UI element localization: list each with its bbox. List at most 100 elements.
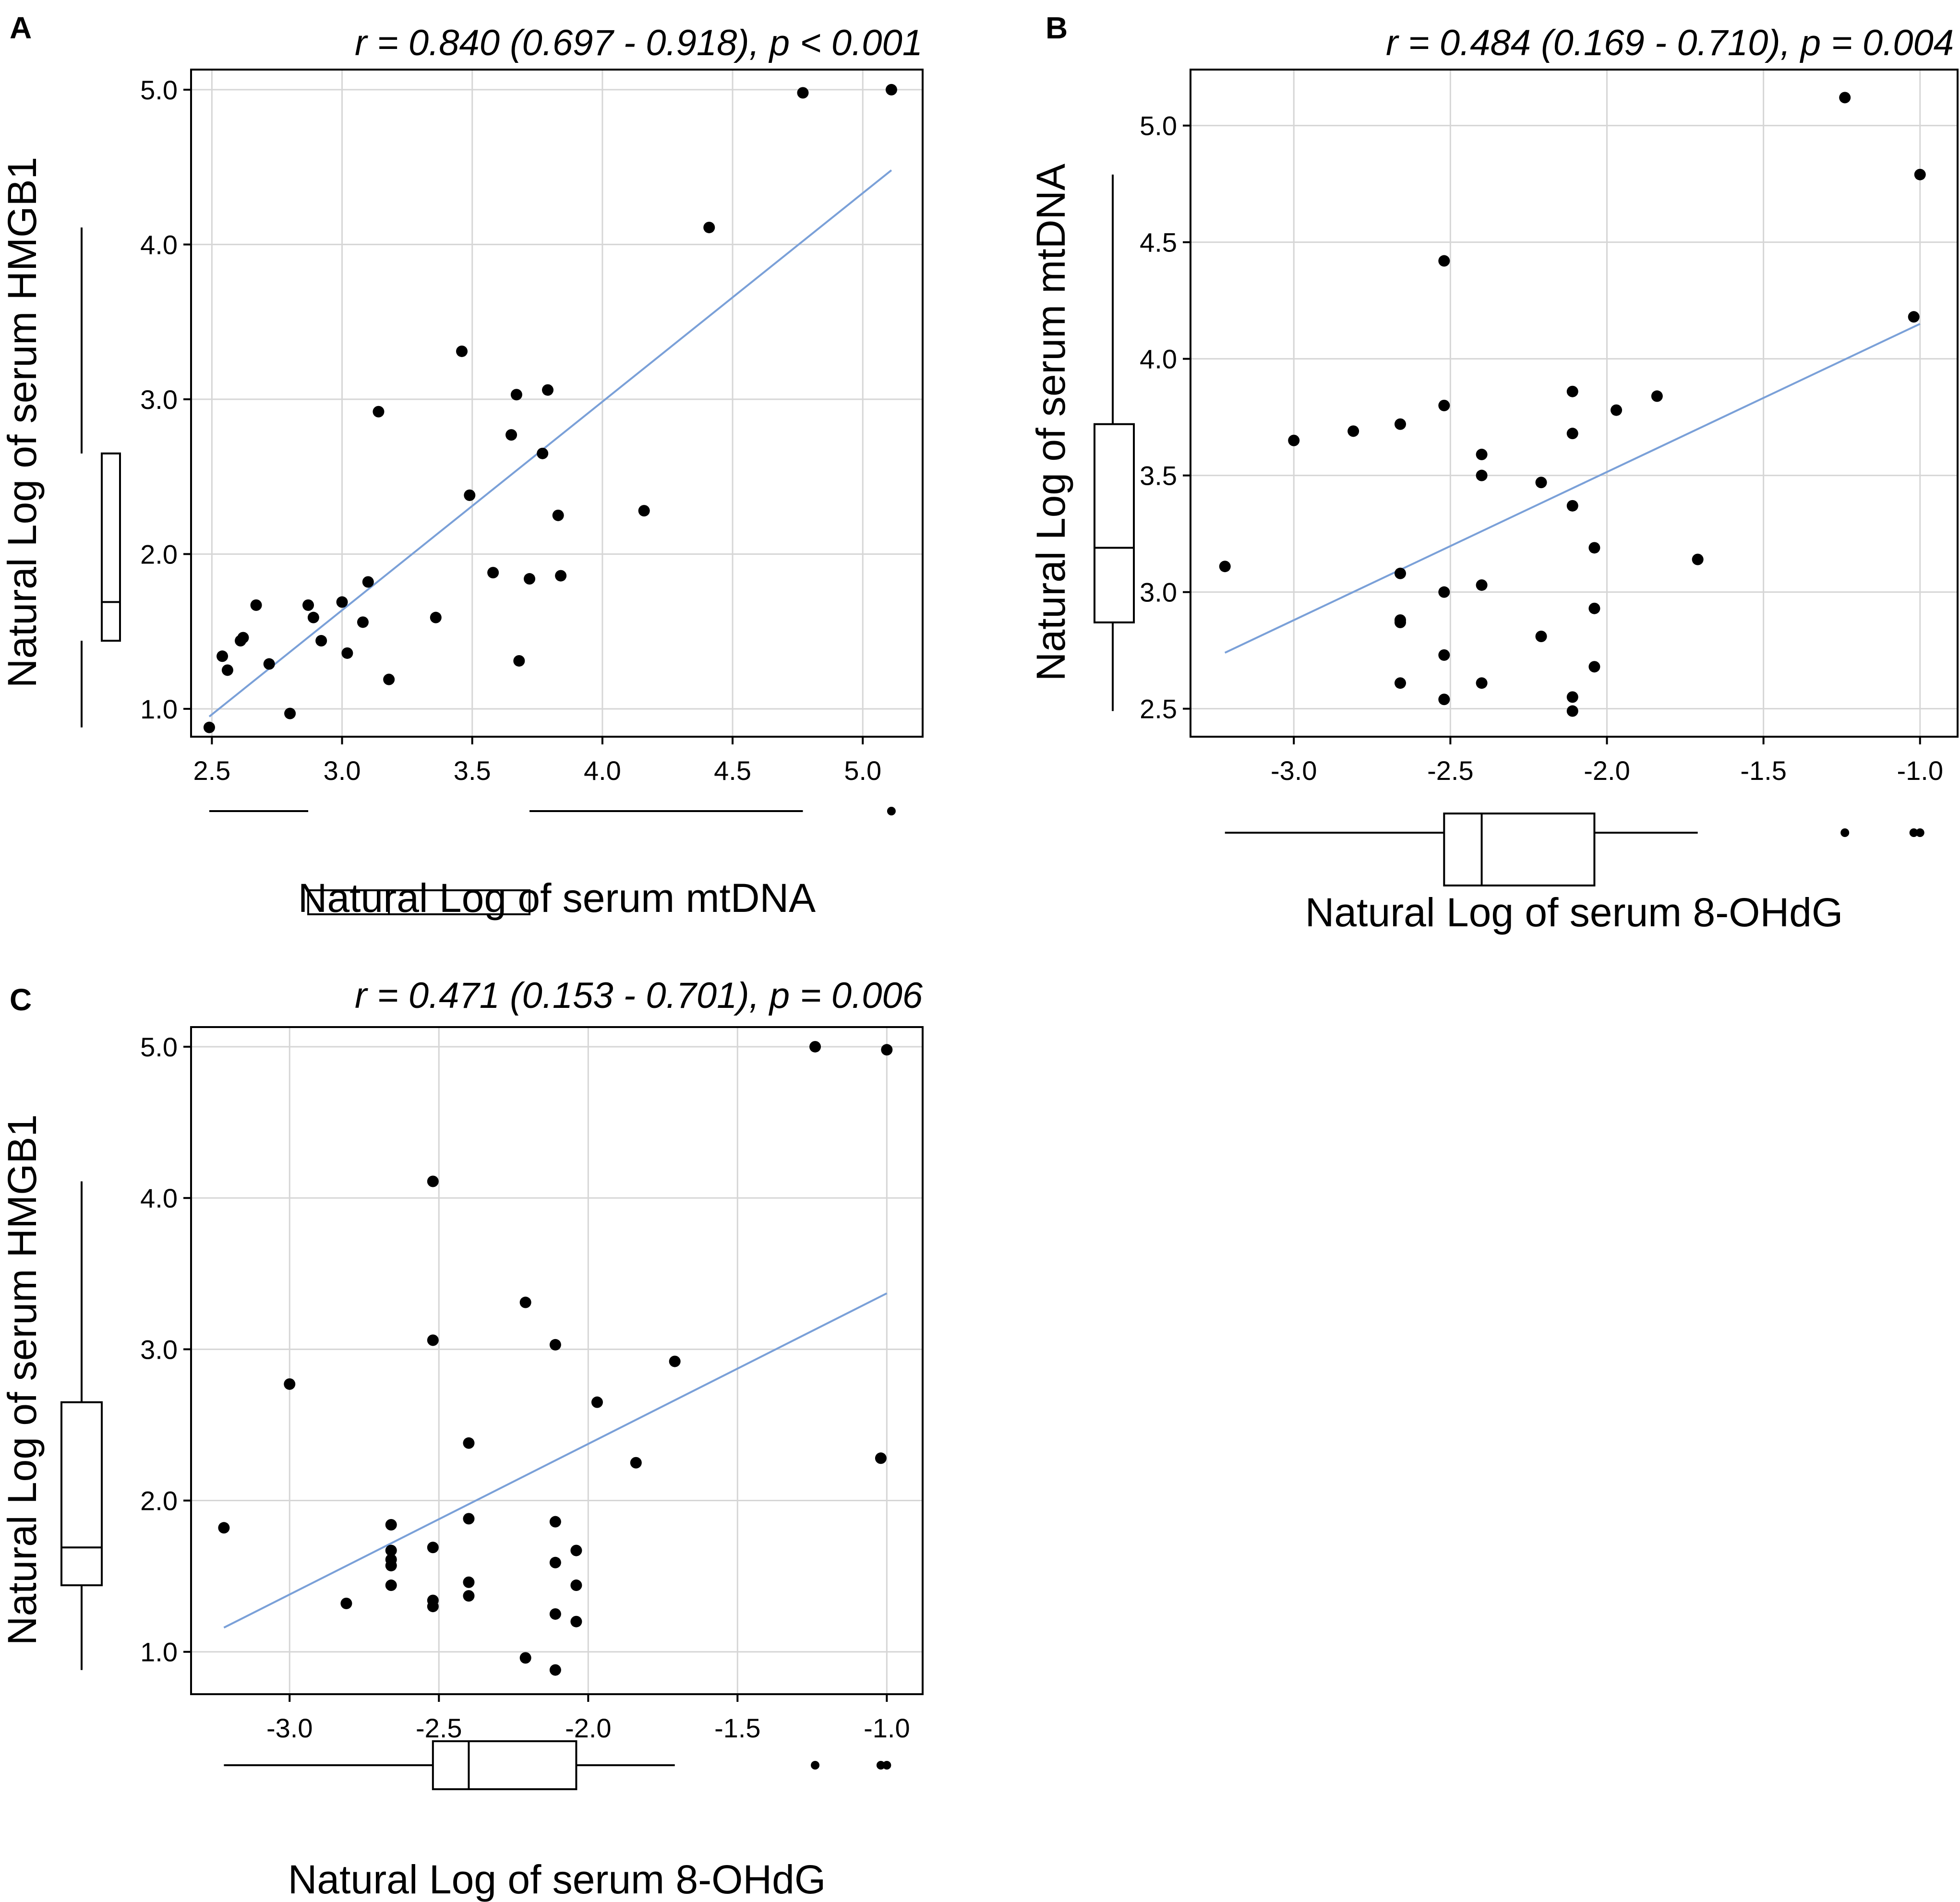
data-point: [1566, 385, 1578, 397]
y-tick-label: 4.0: [140, 1183, 178, 1213]
data-point: [203, 721, 215, 733]
data-point: [570, 1579, 582, 1591]
data-point: [1219, 561, 1231, 573]
data-point: [373, 406, 385, 418]
data-point: [1395, 616, 1407, 628]
data-point: [1588, 542, 1600, 554]
data-point: [881, 1044, 893, 1056]
data-point: [797, 87, 809, 99]
data-point: [427, 1542, 439, 1554]
data-point: [1395, 567, 1407, 579]
box-iqr: [1094, 423, 1135, 623]
data-point: [537, 447, 549, 459]
data-point: [1347, 425, 1359, 437]
x-tick-label: -2.0: [565, 1713, 612, 1743]
y-tick-label: 4.0: [1140, 344, 1177, 374]
data-point: [549, 1608, 561, 1620]
data-point: [549, 1516, 561, 1528]
x-tick-label: -3.0: [1271, 755, 1317, 786]
plot-frame: [1190, 69, 1959, 738]
data-point: [1588, 661, 1600, 673]
regression-line: [1224, 323, 1921, 654]
data-point: [430, 611, 442, 623]
data-point: [1395, 677, 1407, 689]
data-point: [307, 611, 319, 623]
data-point: [427, 1175, 439, 1187]
data-point: [1588, 602, 1600, 614]
x-tick-label: -3.0: [266, 1713, 313, 1743]
y-tick-label: 3.0: [1140, 577, 1177, 608]
data-point: [549, 1664, 561, 1676]
panel-letter: C: [10, 982, 32, 1017]
data-point: [703, 221, 715, 233]
data-point: [549, 1339, 561, 1351]
data-point: [1566, 428, 1578, 440]
data-point: [510, 389, 522, 401]
data-point: [284, 1378, 296, 1390]
x-tick-label: -1.5: [714, 1713, 761, 1743]
data-point: [555, 570, 567, 582]
data-point: [263, 658, 275, 670]
data-point: [1535, 631, 1547, 643]
data-point: [385, 1519, 397, 1531]
y-marginal-boxplot: [81, 227, 121, 728]
x-tick-label: 3.0: [324, 755, 361, 786]
correlation-stat: r = 0.471 (0.153 - 0.701), p = 0.006: [355, 975, 923, 1016]
data-point: [487, 567, 499, 579]
data-point: [513, 655, 525, 667]
data-point: [1476, 448, 1488, 460]
panel-b: -3.0 -2.5 -2.0 -1.5 -1.0 2.5 3.0 3.5 4.0 4.5 5.0 Na…: [1028, 11, 1959, 935]
box-outlier: [1840, 828, 1850, 837]
x-tick-label: 2.5: [193, 755, 230, 786]
data-point: [463, 1513, 475, 1525]
y-tick-label: 5.0: [1140, 111, 1177, 141]
data-point: [519, 1296, 531, 1308]
data-point: [630, 1457, 642, 1469]
data-point: [427, 1334, 439, 1346]
data-point: [591, 1396, 603, 1408]
data-point: [519, 1652, 531, 1664]
y-tick-label: 4.0: [140, 229, 178, 260]
correlation-stat: r = 0.484 (0.169 - 0.710), p = 0.004: [1386, 23, 1954, 63]
box-outlier: [876, 1761, 885, 1770]
data-point: [1476, 677, 1488, 689]
data-point: [336, 596, 348, 608]
y-marginal-boxplot: [60, 1181, 103, 1670]
data-point: [302, 599, 314, 611]
data-point: [524, 573, 536, 585]
data-point: [1438, 694, 1450, 706]
box-outlier: [1915, 828, 1924, 837]
y-tick-label: 2.0: [140, 1486, 178, 1516]
data-point: [809, 1041, 821, 1053]
data-point: [385, 1544, 397, 1556]
panel-letter: B: [1046, 11, 1068, 45]
data-point: [464, 489, 476, 501]
y-tick-label: 2.0: [140, 539, 178, 569]
x-tick-label: 4.0: [584, 755, 621, 786]
x-tick-label: -2.5: [1427, 755, 1474, 786]
plot-frame: [190, 1026, 924, 1695]
data-point: [284, 707, 296, 719]
data-point: [542, 384, 554, 396]
data-point: [1438, 399, 1450, 411]
data-point: [1692, 553, 1704, 565]
data-point: [362, 576, 374, 588]
box-outlier: [887, 807, 896, 815]
data-point: [570, 1615, 582, 1627]
data-point: [385, 1560, 397, 1572]
y-tick-label: 3.5: [1140, 461, 1177, 491]
x-tick-label: -1.0: [864, 1713, 910, 1743]
data-point: [1476, 469, 1488, 481]
y-tick-label: 1.0: [140, 1637, 178, 1667]
data-point: [357, 616, 369, 628]
data-point: [638, 505, 650, 517]
x-marginal-boxplot: [224, 1740, 891, 1790]
data-point: [1438, 649, 1450, 661]
data-point: [218, 1522, 230, 1534]
data-point: [383, 673, 395, 685]
x-marginal-boxplot: [1225, 813, 1924, 886]
data-point: [1839, 92, 1851, 104]
regression-line: [223, 1292, 888, 1629]
y-tick-label: 2.5: [1140, 694, 1177, 724]
